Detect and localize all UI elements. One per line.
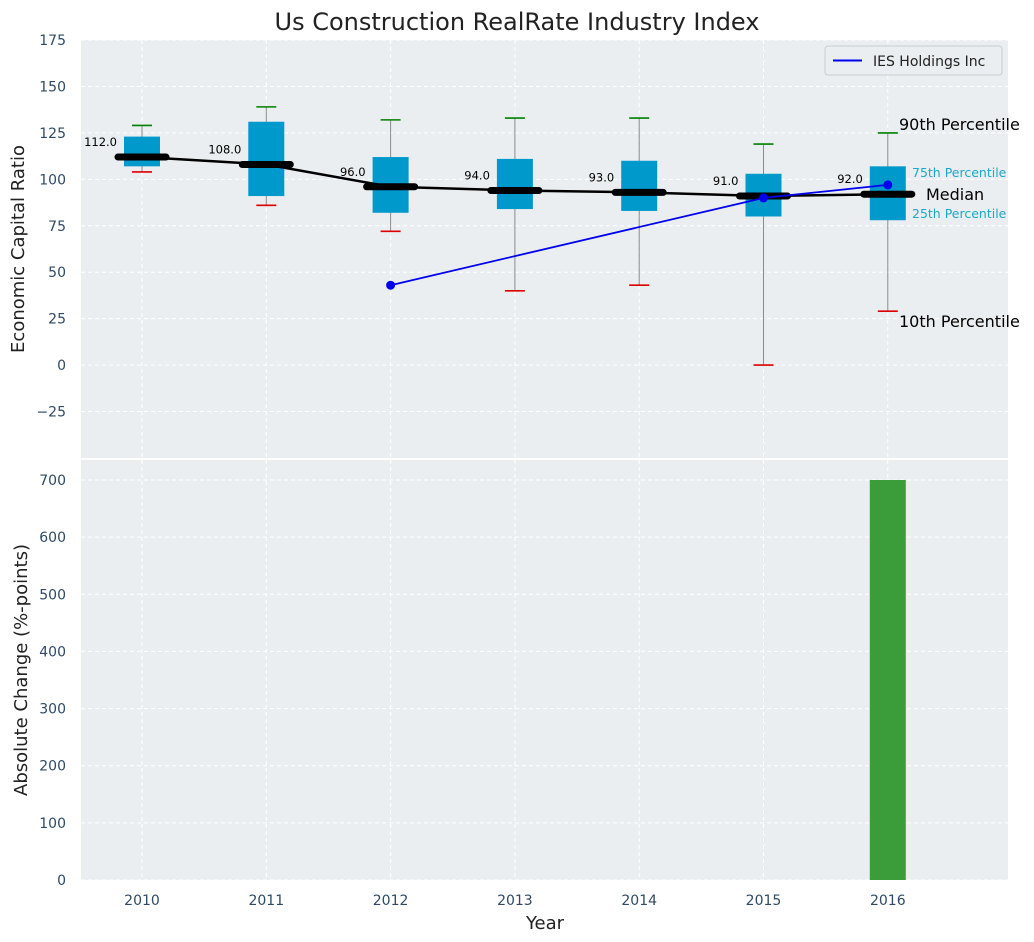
median-value-label: 93.0	[589, 170, 615, 184]
y-tick-label: 200	[39, 759, 66, 775]
bar-chart-background	[81, 460, 1008, 880]
y-tick-label: 100	[39, 172, 66, 188]
box-plot-gridlines	[81, 39, 1008, 458]
y-tick-label: −25	[36, 405, 66, 421]
y-tick-label: 700	[39, 473, 66, 489]
x-tick-label: 2013	[497, 893, 533, 909]
annotation-90th-percentile: 90th Percentile	[899, 115, 1020, 134]
iqr-box	[248, 121, 285, 197]
median-value-label: 92.0	[837, 172, 863, 186]
y-tick-label: 0	[57, 358, 66, 374]
median-value-label: 112.0	[84, 135, 117, 149]
median-value-label: 91.0	[713, 174, 739, 188]
box-plot-y-ticks: −25 0 25 50 75 100 125 150 175	[36, 33, 66, 421]
y-axis-label-economic-capital-ratio: Economic Capital Ratio	[8, 145, 29, 353]
iqr-box	[621, 160, 658, 211]
legend-box	[824, 45, 1003, 76]
y-tick-label: 50	[48, 265, 66, 281]
annotation-median: Median	[926, 185, 984, 204]
median-value-label: 96.0	[340, 165, 366, 179]
x-tick-label: 2015	[746, 893, 782, 909]
series-point-ies-holdings	[883, 180, 893, 190]
box-plot-panel: −25 0 25 50 75 100 125 150 175 112.0 108.0 96.0 94.…	[8, 33, 1020, 458]
x-tick-label: 2016	[870, 893, 906, 909]
y-tick-label: 400	[39, 644, 66, 660]
series-point-ies-holdings	[386, 280, 396, 290]
iqr-box	[124, 136, 160, 167]
median-value-label: 108.0	[208, 142, 241, 156]
bar-chart-bars	[869, 480, 906, 880]
annotation-25th-percentile: 25th Percentile	[912, 206, 1007, 221]
y-tick-label: 150	[39, 79, 66, 95]
y-tick-label: 175	[39, 33, 66, 49]
series-point-ies-holdings	[759, 193, 768, 203]
x-axis-label-year: Year	[525, 913, 565, 934]
y-tick-label: 500	[39, 587, 66, 603]
y-axis-label-absolute-change: Absolute Change (%-points)	[11, 544, 32, 796]
y-tick-label: 600	[39, 530, 66, 546]
company-series	[386, 180, 893, 290]
bar	[869, 480, 906, 880]
x-tick-label: 2014	[621, 893, 657, 909]
median-value-labels: 112.0 108.0 96.0 94.0 93.0 91.0 92.0	[84, 135, 863, 188]
annotation-10th-percentile: 10th Percentile	[899, 312, 1020, 331]
annotation-75th-percentile: 75th Percentile	[912, 165, 1007, 180]
chart-title: Us Construction RealRate Industry Index	[275, 8, 760, 36]
x-axis-ticks: 2010 2011 2012 2013 2014 2015 2016	[124, 893, 906, 909]
legend: IES Holdings Inc	[824, 45, 1003, 76]
legend-entry-ies-holdings: IES Holdings Inc	[873, 54, 985, 70]
y-tick-label: 25	[48, 312, 66, 328]
median-value-label: 94.0	[464, 168, 490, 182]
bar-chart-gridlines	[81, 460, 1008, 881]
y-tick-label: 100	[39, 816, 66, 832]
iqr-box	[496, 158, 533, 210]
x-tick-label: 2010	[124, 893, 160, 909]
y-tick-label: 300	[39, 702, 66, 718]
bar-chart-y-ticks: 0 100 200 300 400 500 600 700	[39, 473, 66, 889]
x-tick-label: 2011	[248, 893, 284, 909]
x-tick-label: 2012	[373, 893, 409, 909]
y-tick-label: 75	[48, 219, 66, 235]
y-tick-label: 0	[57, 873, 66, 889]
percentile-annotations: 90th Percentile 75th Percentile Median 2…	[899, 115, 1020, 331]
y-tick-label: 125	[39, 126, 66, 142]
